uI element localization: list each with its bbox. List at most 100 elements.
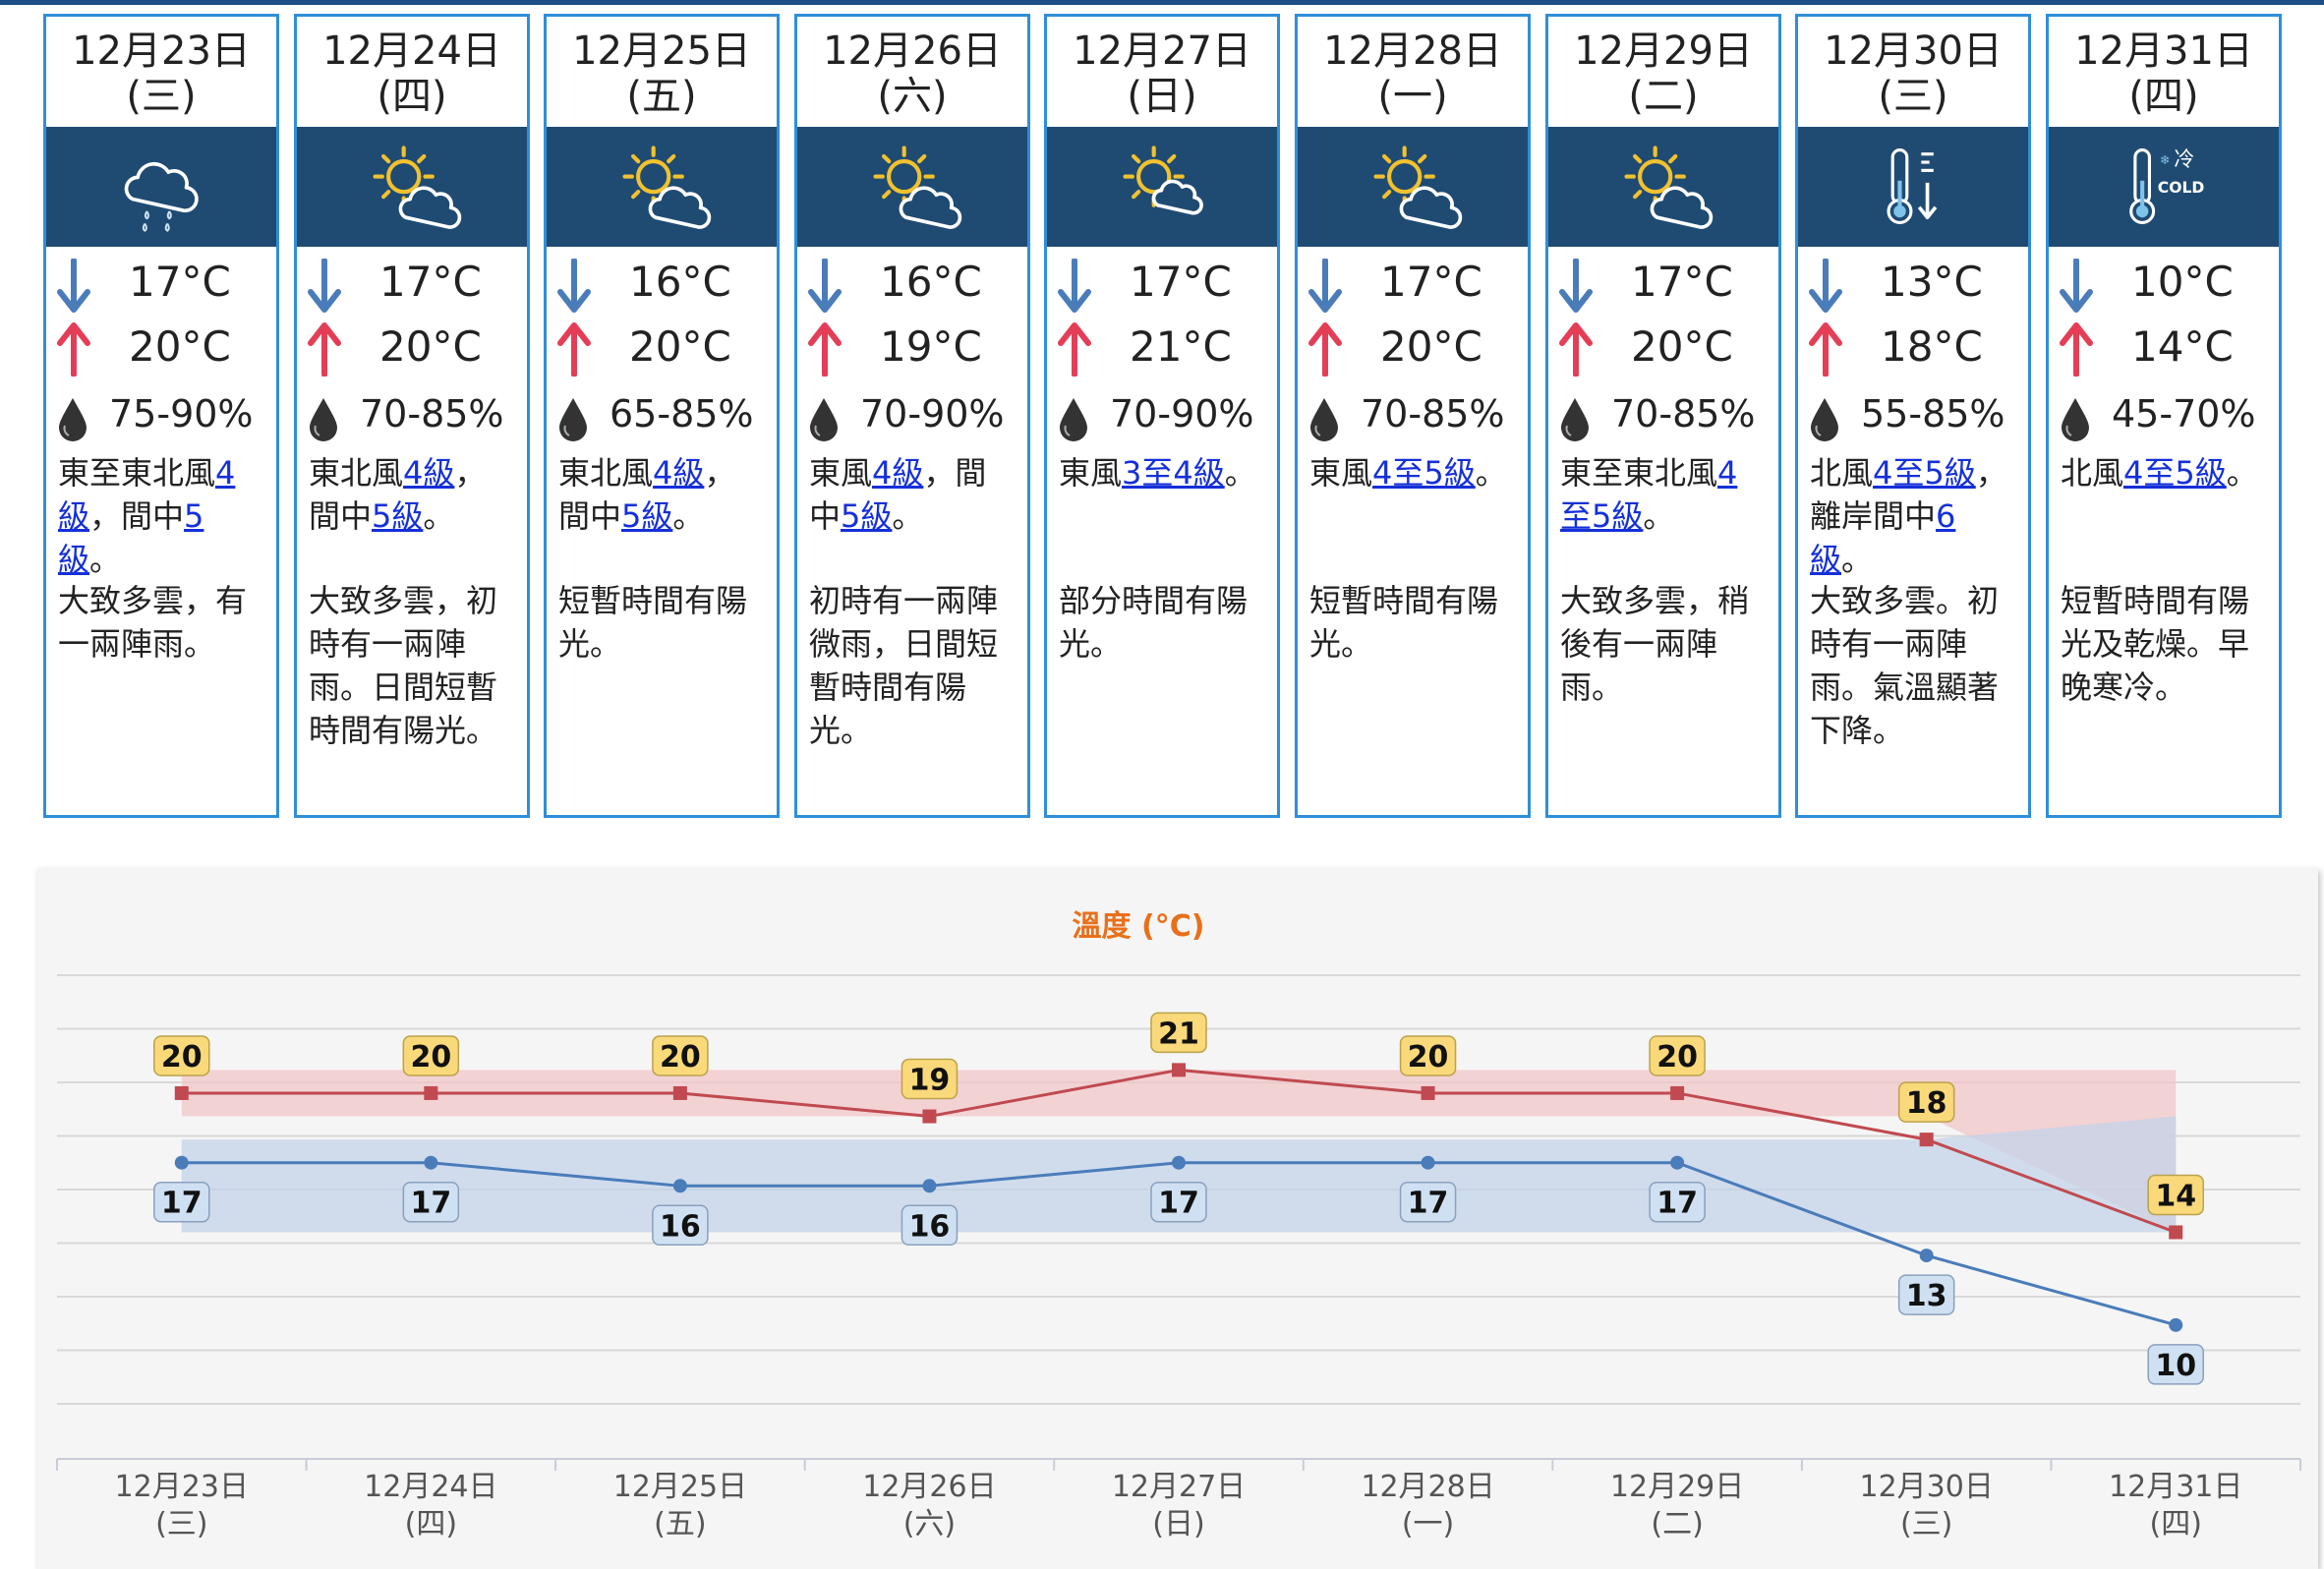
max-temp-row: 20°C: [46, 321, 276, 382]
weather-icon-band: [297, 127, 527, 247]
x-tick-label: 12月31日: [2109, 1470, 2242, 1504]
humidity-row: 55-85%: [1798, 382, 2028, 445]
high-temp-range-band: [181, 1070, 2177, 1233]
weather-icon-band: [797, 127, 1027, 247]
weekday-label: (四): [377, 74, 447, 119]
min-temp-row: 17°C: [1548, 247, 1778, 321]
humidity-row: 70-85%: [1298, 382, 1528, 445]
max-temp-point: [922, 1109, 937, 1124]
x-tick-label: 12月26日: [862, 1470, 996, 1504]
max-temp-data-label: 20: [660, 1040, 701, 1075]
min-temp: 17°C: [1631, 258, 1733, 306]
min-temp-row: 17°C: [1298, 247, 1528, 321]
wind-force-link[interactable]: 4級: [58, 454, 236, 535]
wind-force-link[interactable]: 5級: [372, 497, 424, 535]
x-tick-sublabel: (五): [654, 1507, 706, 1541]
date-label: 12月30日: [1824, 29, 2003, 74]
wind-force-link[interactable]: 5級: [841, 497, 893, 535]
date-label: 12月26日: [823, 29, 1002, 74]
max-temp: 14°C: [2131, 322, 2234, 371]
max-temp: 19°C: [880, 322, 982, 371]
humidity-drop-icon: [1811, 398, 1838, 441]
sunny-periods-icon: [1373, 145, 1463, 229]
wind-text-part: 東北風: [558, 454, 654, 492]
max-temp-row: 19°C: [797, 321, 1027, 382]
max-temp: 20°C: [129, 322, 231, 371]
forecast-card: 12月23日 (三) 17°C 20°C 75-90% 東至東北風4級，間中5級。 大致多雲…: [43, 14, 279, 818]
wind-text-part: 東至東北風: [1560, 454, 1718, 492]
min-temp-arrow-icon: [2060, 259, 2093, 313]
wind-text: 東北風4級，間中5級。: [547, 445, 777, 579]
x-tick-label: 12月29日: [1610, 1470, 1744, 1504]
wind-force-link[interactable]: 4至5級: [1560, 454, 1738, 535]
humidity-drop-icon: [59, 398, 87, 441]
max-temp-label-box: [1649, 1035, 1706, 1076]
weather-icon-band: [1798, 127, 2028, 247]
wind-text-part: ，間中: [309, 454, 487, 535]
wind-text: 東風4級，間中5級。: [797, 445, 1027, 579]
max-temp-arrow-icon: [1809, 322, 1842, 377]
light-rain-icon: [124, 161, 199, 232]
max-temp-point: [1670, 1085, 1685, 1100]
wind-force-link[interactable]: 4至5級: [1372, 454, 1476, 492]
weather-icon-band: [1298, 127, 1528, 247]
wind-force-link[interactable]: 4至5級: [1873, 454, 1976, 492]
min-temp-data-label: 17: [1408, 1187, 1449, 1221]
sunny-periods-icon: [1624, 145, 1714, 229]
forecast-card: 12月27日 (日) 17°C 21°C 70-90% 東風3至4級。 部分時間有陽光。: [1044, 14, 1280, 818]
wind-text-part: 。: [672, 497, 705, 535]
wind-force-link[interactable]: 4級: [653, 454, 705, 492]
wind-text: 東北風4級，間中5級。: [297, 445, 527, 579]
max-temp: 18°C: [1881, 322, 1983, 371]
min-temp-arrow-icon: [808, 259, 842, 313]
humidity-drop-icon: [1310, 398, 1338, 441]
humidity-row: 70-85%: [297, 382, 527, 445]
humidity: 75-90%: [109, 392, 254, 436]
wind-text-part: 東風: [809, 454, 873, 492]
sunny-intervals-icon: [1123, 145, 1203, 215]
max-temp-arrow-icon: [57, 322, 90, 377]
wind-text-part: 北風: [2061, 454, 2124, 492]
min-temp-point: [1421, 1155, 1435, 1170]
weather-description: 大致多雲，有一兩陣雨。: [58, 582, 248, 663]
svg-text:COLD: COLD: [2158, 179, 2205, 197]
min-temp-row: 17°C: [46, 247, 276, 321]
wind-force-link[interactable]: 6級: [1810, 497, 1956, 578]
date-label: 12月28日: [1323, 29, 1502, 74]
wind-text-part: 。: [892, 497, 924, 535]
min-temp-point: [672, 1179, 687, 1193]
wind-text-part: 。: [423, 497, 455, 535]
x-tick-sublabel: (四): [2150, 1507, 2202, 1541]
wind-force-link[interactable]: 4至5級: [2123, 454, 2227, 492]
max-temp-data-label: 20: [161, 1040, 203, 1075]
wind-force-link[interactable]: 4級: [403, 454, 455, 492]
min-temp-label-box: [2147, 1344, 2204, 1385]
humidity: 70-85%: [1361, 392, 1505, 436]
max-temp-data-label: 20: [1408, 1040, 1449, 1075]
wind-force-link[interactable]: 4級: [872, 454, 924, 492]
weekday-label: (六): [877, 74, 948, 119]
x-tick-label: 12月28日: [1361, 1470, 1494, 1504]
wind-text-part: ，間中: [89, 497, 185, 535]
wind-text-part: 。: [2226, 454, 2258, 492]
wind-force-link[interactable]: 5級: [58, 497, 204, 578]
min-temp-data-label: 10: [2155, 1349, 2196, 1383]
wind-text-part: 東至東北風: [58, 454, 216, 492]
weather-description: 大致多雲，稍後有一兩陣雨。: [1560, 582, 1750, 706]
wind-text: 東風4至5級。: [1298, 445, 1528, 579]
min-temp: 13°C: [1881, 258, 1983, 306]
humidity-row: 70-85%: [1548, 382, 1778, 445]
weekday-label: (二): [1628, 74, 1699, 119]
max-temp-row: 20°C: [547, 321, 777, 382]
min-temp-arrow-icon: [1809, 259, 1842, 313]
forecast-card: 12月24日 (四) 17°C 20°C 70-85% 東北風4級，間中5級。 大致多雲，初…: [294, 14, 530, 818]
min-temp: 16°C: [880, 258, 982, 306]
max-temp-label-box: [153, 1035, 210, 1076]
wind-force-link[interactable]: 5級: [621, 497, 673, 535]
x-tick-label: 12月23日: [115, 1470, 249, 1504]
max-temp-row: 18°C: [1798, 321, 2028, 382]
min-temp-label-box: [402, 1181, 460, 1223]
max-temp: 20°C: [379, 322, 482, 371]
humidity-row: 70-90%: [1047, 382, 1277, 445]
wind-force-link[interactable]: 3至4級: [1122, 454, 1225, 492]
